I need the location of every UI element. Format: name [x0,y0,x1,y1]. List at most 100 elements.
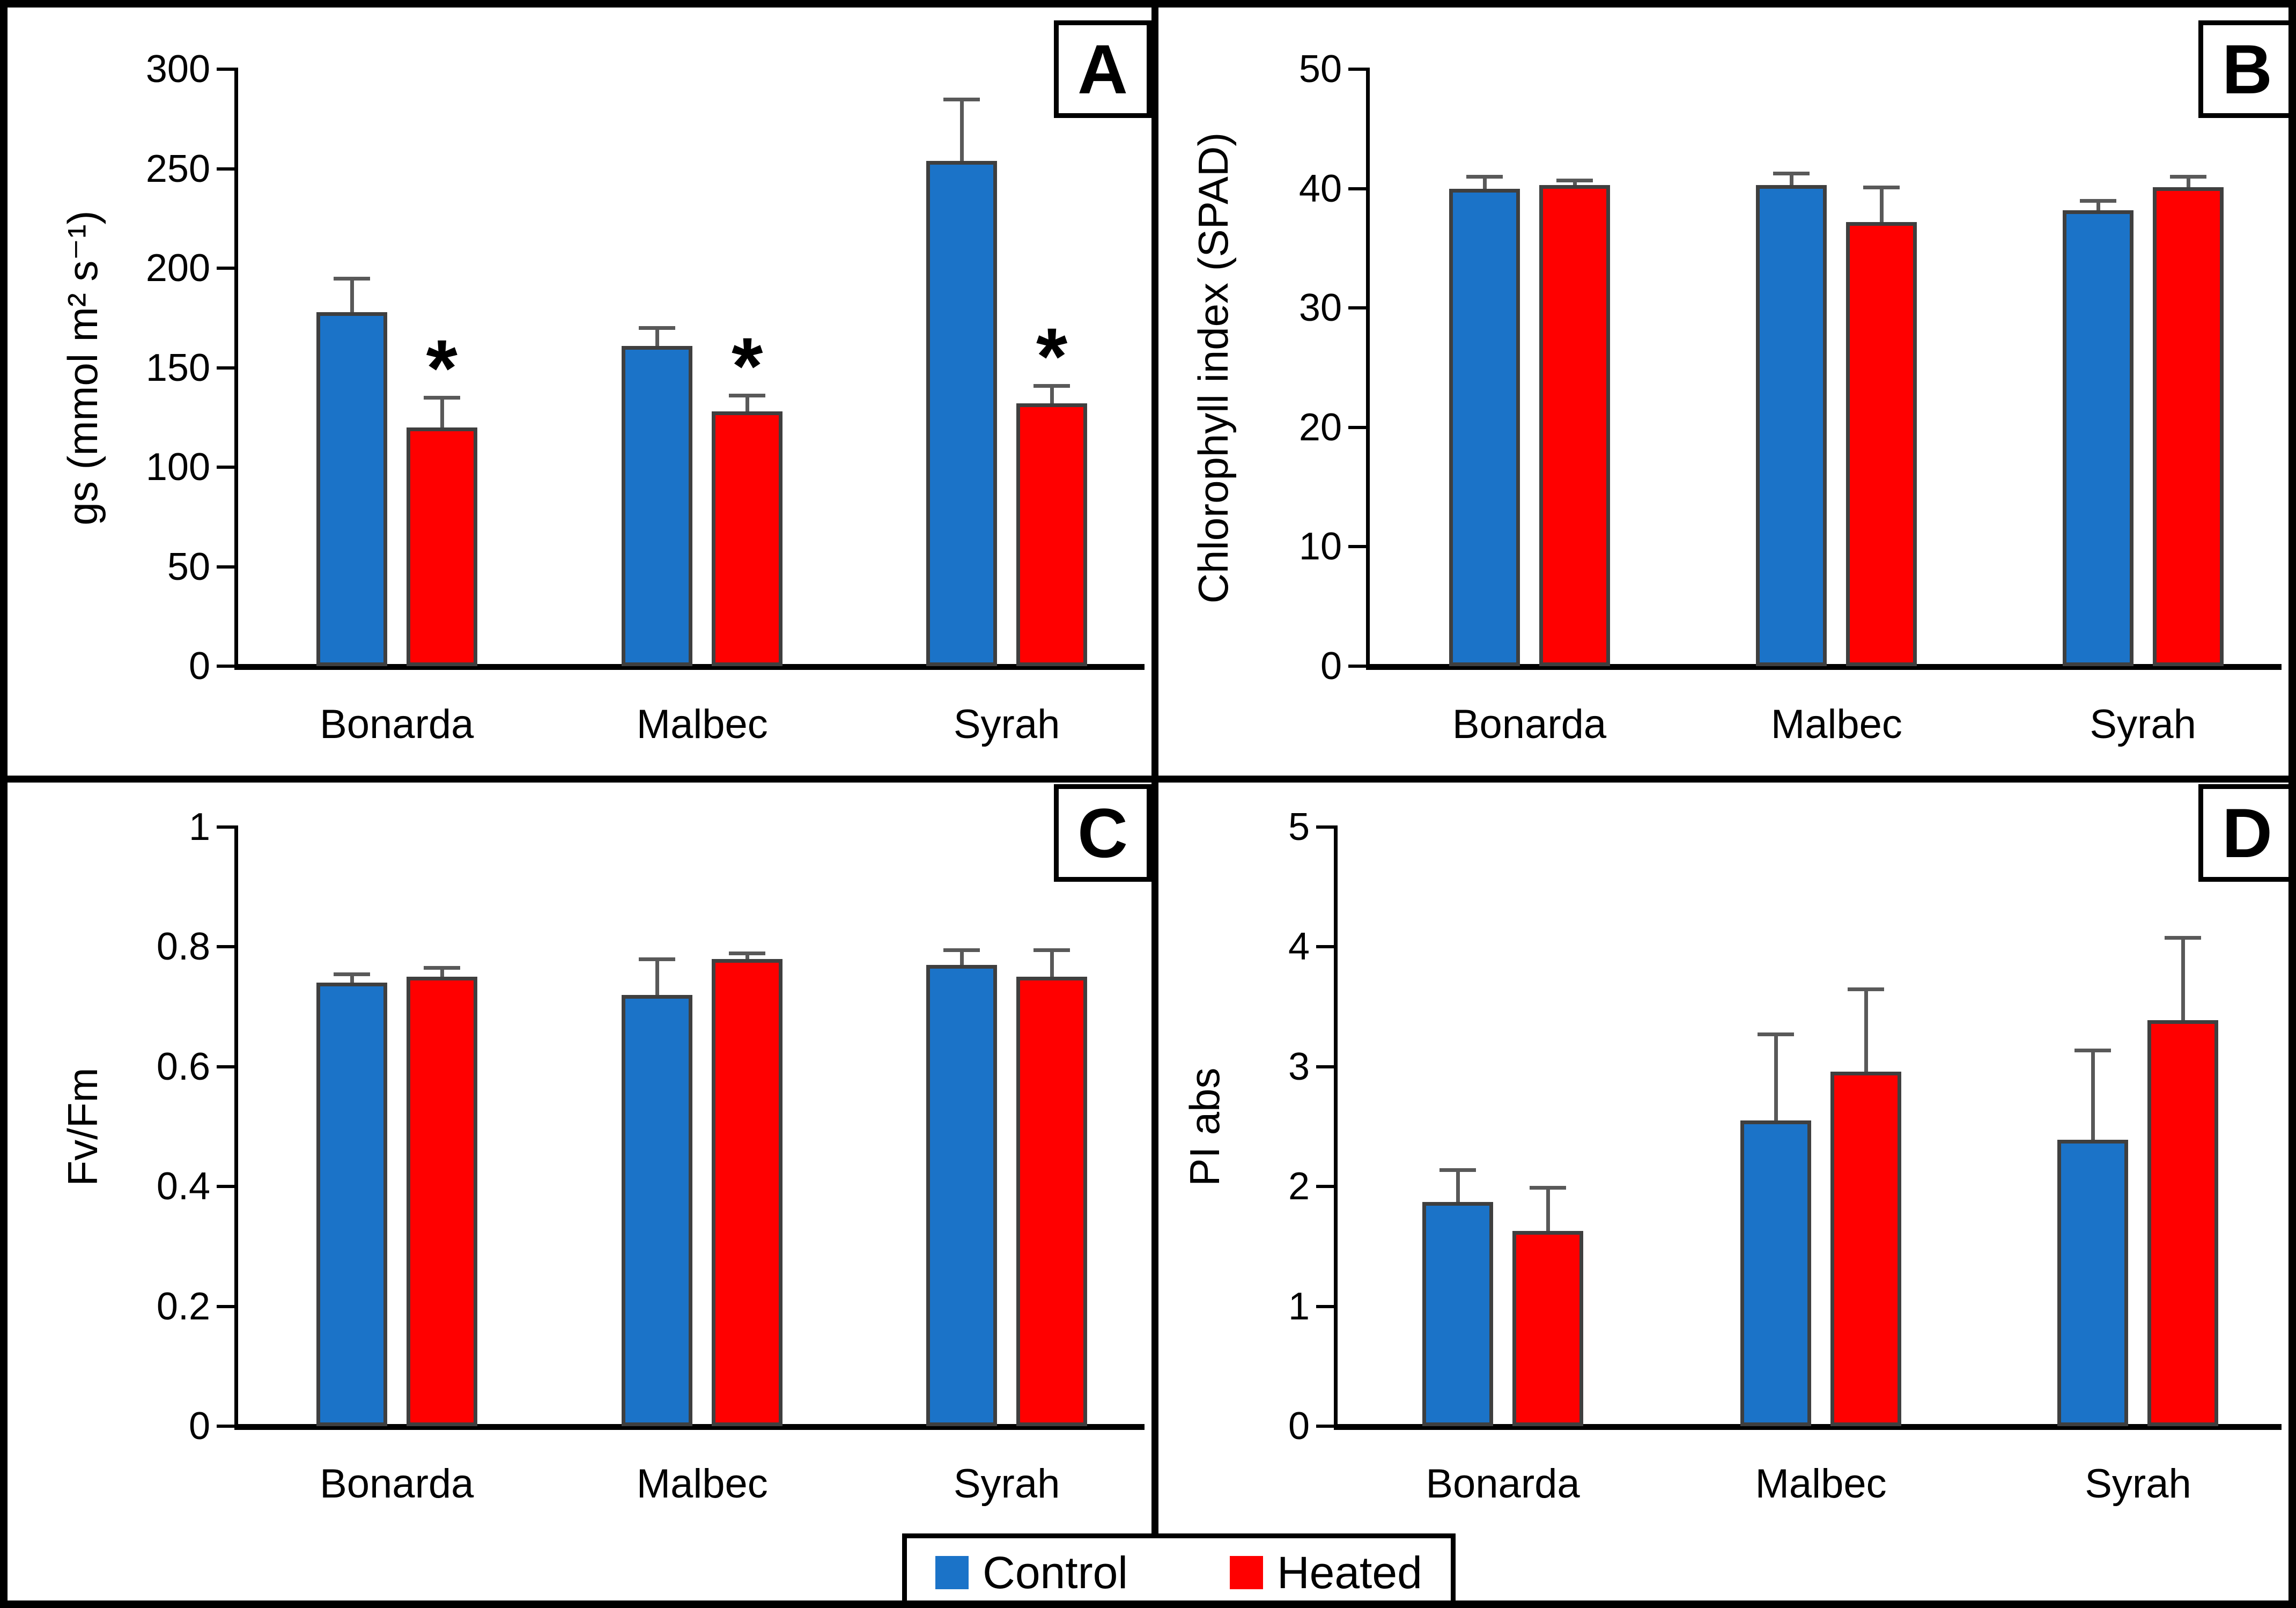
bar-heated-malbec [1846,222,1917,666]
bar-heated-malbec [712,411,783,666]
error-cap-heated-syrah [1033,383,1071,388]
y-axis-line-d [1334,825,1338,1428]
x-category-label-syrah: Syrah [953,702,1060,747]
x-category-label-bonarda: Bonarda [1426,1461,1580,1507]
error-cap-control-malbec [639,326,676,330]
y-tick-label-a: 0 [188,645,210,688]
bar-control-bonarda [1449,188,1520,666]
bar-control-malbec [1756,185,1827,666]
bar-heated-syrah [1016,403,1088,666]
y-tick-c [217,945,234,949]
x-category-label-syrah: Syrah [2090,702,2196,747]
y-axis-line-b [1366,68,1370,668]
bar-control-syrah [926,964,998,1426]
x-category-label-malbec: Malbec [1770,702,1902,747]
bar-heated-malbec [1830,1071,1902,1426]
bar-control-malbec [622,994,693,1426]
error-bar-control-malbec [1790,173,1794,185]
y-tick-d [1316,945,1334,949]
x-category-label-bonarda: Bonarda [1452,702,1607,747]
y-tick-a [217,68,234,71]
vertical-panel-divider [1151,8,1158,1600]
y-tick-c [217,1304,234,1308]
bar-heated-syrah [2147,1020,2219,1426]
error-cap-heated-bonarda [423,966,460,970]
panel-label-d: D [2198,784,2288,882]
bar-heated-bonarda [1539,185,1610,666]
y-tick-c [217,1065,234,1068]
error-cap-heated-syrah [2169,175,2206,179]
legend-label-heated: Heated [1276,1547,1422,1598]
y-tick-a [217,466,234,469]
bar-control-bonarda [316,312,387,666]
y-tick-d [1316,1185,1334,1189]
panel-a: 0 50 100 150 200 250 300 * * * Bonarda Malbec Syrah g… [8,8,2288,1600]
y-tick-label-c: 1 [188,806,210,849]
significance-asterisk-bonarda: * [426,323,457,414]
error-cap-heated-bonarda [1556,179,1593,183]
panel-label-c: C [1054,784,1151,882]
error-cap-control-malbec [1758,1032,1795,1037]
error-cap-heated-bonarda [1530,1186,1566,1190]
error-bar-heated-malbec [1880,187,1884,222]
y-tick-a [217,167,234,171]
error-cap-control-syrah [2079,198,2116,203]
y-tick-label-a: 250 [145,147,210,190]
bar-heated-syrah [2152,187,2224,666]
y-tick-b [1348,68,1366,71]
error-bar-heated-syrah [2181,937,2186,1020]
y-tick-label-d: 1 [1288,1285,1310,1328]
x-axis-line-c [234,1424,1145,1430]
y-tick-label-b: 0 [1320,645,1342,688]
y-axis-title-d: PI abs [1181,1067,1228,1186]
y-tick-a [217,267,234,270]
y-tick-a [217,665,234,668]
y-tick-label-b: 20 [1298,405,1342,449]
bar-control-bonarda [1422,1202,1493,1426]
x-category-label-bonarda: Bonarda [320,1461,474,1507]
error-cap-control-bonarda [333,276,370,281]
y-tick-label-d: 4 [1288,925,1310,969]
y-tick-c [217,825,234,829]
y-tick-b [1348,425,1366,429]
error-bar-control-bonarda [350,973,354,983]
significance-asterisk-syrah: * [1036,311,1068,401]
y-axis-line-c [234,825,238,1428]
y-tick-a [217,366,234,370]
bar-heated-bonarda [406,427,477,666]
y-tick-label-d: 5 [1288,806,1310,849]
y-tick-label-c: 0.2 [156,1285,210,1328]
error-cap-heated-malbec [1848,987,1885,991]
error-bar-heated-bonarda [440,968,444,977]
legend: Control Heated [902,1533,1456,1600]
y-tick-label-d: 0 [1288,1405,1310,1448]
x-category-label-syrah: Syrah [953,1461,1060,1507]
legend-label-control: Control [983,1547,1128,1598]
x-axis-line-b [1366,664,2282,670]
error-bar-control-malbec [655,328,660,346]
y-tick-label-a: 300 [145,48,210,91]
horizontal-panel-divider [8,776,2288,783]
significance-asterisk-malbec: * [732,321,763,411]
x-category-label-malbec: Malbec [636,702,768,747]
error-bar-control-malbec [655,958,660,995]
y-tick-b [1348,665,1366,668]
y-tick-c [217,1185,234,1189]
error-cap-heated-bonarda [423,396,460,400]
error-cap-heated-malbec [1863,186,1900,190]
y-tick-a [217,565,234,569]
error-bar-control-syrah [2096,200,2100,210]
y-axis-line-a [234,68,238,668]
bar-heated-syrah [1016,977,1088,1426]
y-tick-label-c: 0.4 [156,1165,210,1208]
error-bar-heated-bonarda [1546,1187,1550,1231]
control-color-swatch [935,1555,969,1589]
error-cap-control-syrah [943,948,980,952]
error-cap-control-syrah [943,97,980,101]
x-category-label-malbec: Malbec [1755,1461,1887,1507]
x-axis-line-a [234,664,1145,670]
y-tick-label-d: 3 [1288,1045,1310,1088]
bar-heated-bonarda [1512,1230,1583,1426]
error-bar-control-syrah [2091,1050,2095,1140]
